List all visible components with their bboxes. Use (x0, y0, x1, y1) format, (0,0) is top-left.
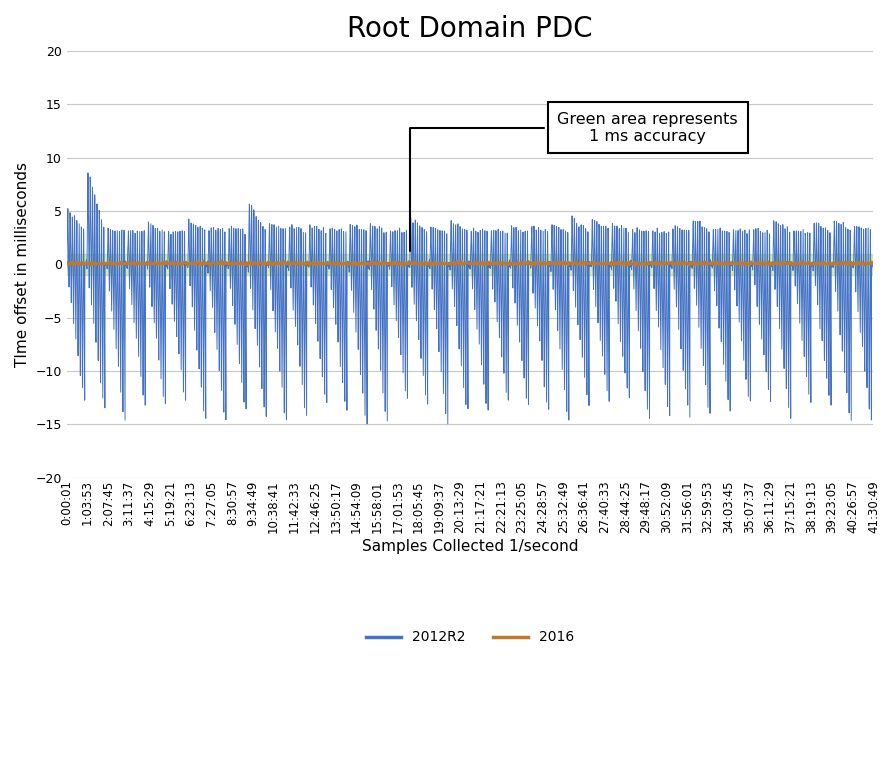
Y-axis label: TIme offset in milliseconds: TIme offset in milliseconds (15, 162, 30, 367)
Legend: 2012R2, 2016: 2012R2, 2016 (360, 625, 579, 650)
Title: Root Domain PDC: Root Domain PDC (347, 15, 593, 43)
Text: Green area represents
1 ms accuracy: Green area represents 1 ms accuracy (409, 111, 738, 251)
X-axis label: Samples Collected 1/second: Samples Collected 1/second (361, 539, 578, 554)
Bar (67, 253, 873, 275)
